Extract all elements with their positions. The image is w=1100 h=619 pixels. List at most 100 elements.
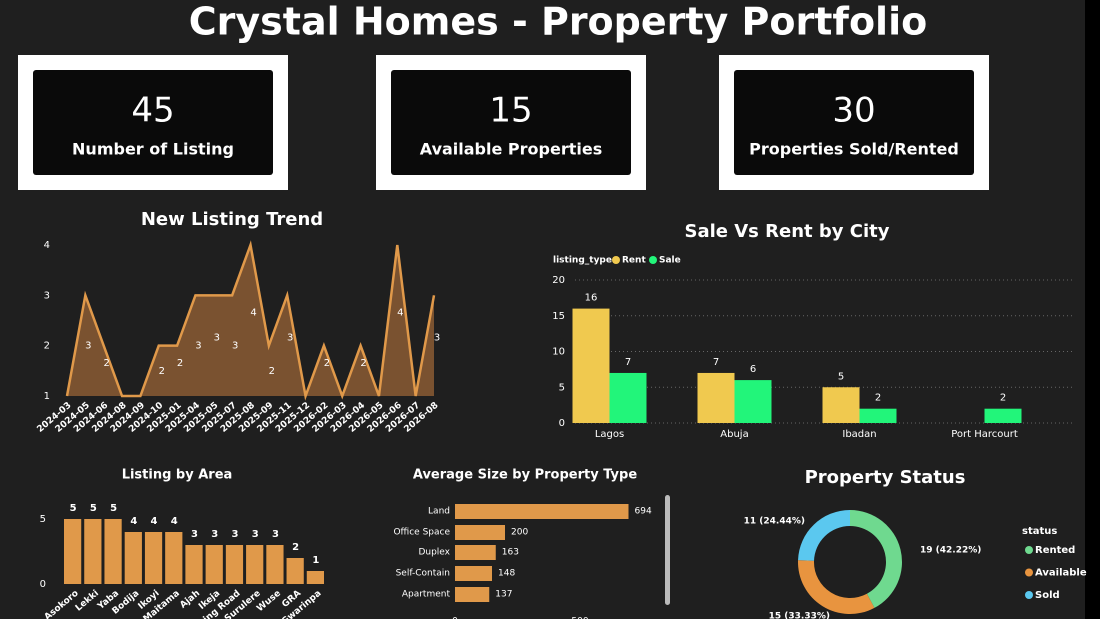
line bbox=[65, 240, 436, 401]
data-label: 4 bbox=[130, 516, 137, 527]
bar bbox=[822, 387, 860, 423]
kpi-value: 15 bbox=[489, 91, 532, 131]
bar bbox=[306, 571, 324, 584]
bar bbox=[984, 408, 1022, 423]
y-tick-label: 0 bbox=[559, 418, 565, 429]
data-label: 3 bbox=[232, 341, 238, 352]
kpi-value: 45 bbox=[131, 91, 174, 131]
donut-slice bbox=[850, 510, 902, 608]
bar bbox=[205, 545, 223, 584]
legend-label: Rented bbox=[1035, 545, 1075, 556]
data-label: 2 bbox=[159, 366, 165, 377]
chart-title: New Listing Trend bbox=[141, 209, 323, 230]
data-label: 5 bbox=[70, 503, 77, 514]
data-label: 3 bbox=[231, 529, 238, 540]
bar bbox=[104, 519, 122, 584]
x-tick-label: Ibadan bbox=[842, 429, 876, 440]
data-label: 3 bbox=[195, 341, 201, 352]
data-label: 137 bbox=[495, 590, 512, 600]
data-label: 3 bbox=[214, 333, 220, 344]
data-label: 2 bbox=[292, 542, 299, 553]
legend-title: status bbox=[1022, 526, 1057, 537]
bar bbox=[165, 532, 183, 584]
y-tick-label: 5 bbox=[559, 382, 565, 393]
data-label: 3 bbox=[211, 529, 218, 540]
x-tick-label: Port Harcourt bbox=[951, 429, 1018, 440]
bar bbox=[455, 525, 505, 540]
bar bbox=[64, 519, 82, 584]
bar bbox=[572, 308, 610, 423]
legend-title: listing_type bbox=[553, 256, 612, 266]
x-tick-label: 500 bbox=[571, 617, 588, 619]
bar bbox=[246, 545, 264, 584]
donut-slice bbox=[797, 560, 875, 614]
legend-marker bbox=[649, 256, 657, 264]
y-tick-label: Duplex bbox=[418, 548, 450, 558]
y-tick-label: Self-Contain bbox=[396, 569, 450, 579]
data-label: 7 bbox=[713, 357, 719, 368]
data-label: 2 bbox=[104, 358, 110, 369]
data-label: 15 (33.33%) bbox=[769, 612, 830, 619]
legend-marker bbox=[1025, 546, 1033, 554]
data-label: 2 bbox=[324, 358, 330, 369]
chart-title: Sale Vs Rent by City bbox=[684, 221, 889, 242]
bar bbox=[225, 545, 244, 584]
bar bbox=[455, 545, 496, 560]
data-label: 7 bbox=[625, 357, 631, 368]
legend-label: Sold bbox=[1035, 590, 1060, 601]
bar bbox=[609, 372, 647, 423]
bar bbox=[697, 372, 735, 423]
data-label: 6 bbox=[750, 364, 756, 375]
bar bbox=[266, 545, 284, 584]
bar bbox=[124, 532, 142, 584]
kpi-value: 30 bbox=[832, 91, 875, 131]
bar bbox=[734, 380, 772, 423]
bar bbox=[455, 504, 629, 519]
data-label: 5 bbox=[110, 503, 117, 514]
data-label: 2 bbox=[269, 366, 275, 377]
legend-marker bbox=[1025, 591, 1033, 599]
y-tick-label: 4 bbox=[44, 240, 50, 251]
legend-label: Available bbox=[1035, 568, 1087, 579]
y-tick-label: 20 bbox=[552, 275, 565, 286]
data-label: 1 bbox=[312, 555, 319, 566]
y-tick-label: 3 bbox=[44, 290, 50, 301]
data-label: 200 bbox=[511, 528, 528, 538]
y-tick-label: 5 bbox=[40, 514, 46, 525]
page-title: Crystal Homes - Property Portfolio bbox=[189, 0, 927, 44]
data-label: 3 bbox=[434, 333, 440, 344]
y-tick-label: Land bbox=[428, 507, 450, 517]
data-label: 2 bbox=[875, 393, 881, 404]
bar bbox=[144, 532, 163, 584]
data-label: 5 bbox=[838, 371, 844, 382]
donut-slice bbox=[798, 510, 850, 561]
data-label: 3 bbox=[252, 529, 259, 540]
kpi-label: Available Properties bbox=[420, 140, 602, 159]
data-label: 3 bbox=[191, 529, 198, 540]
scrollbar[interactable] bbox=[665, 495, 670, 605]
data-label: 4 bbox=[397, 308, 403, 319]
data-label: 3 bbox=[85, 341, 91, 352]
y-tick-label: 2 bbox=[44, 341, 50, 352]
chart-title: Property Status bbox=[805, 467, 966, 488]
kpi-card bbox=[391, 70, 631, 175]
data-label: 4 bbox=[250, 308, 256, 319]
data-label: 19 (42.22%) bbox=[920, 546, 981, 556]
x-tick-label: Lagos bbox=[595, 429, 624, 440]
data-label: 11 (24.44%) bbox=[744, 517, 805, 527]
data-label: 4 bbox=[151, 516, 158, 527]
kpi-card bbox=[33, 70, 273, 175]
bar bbox=[859, 408, 897, 423]
legend-marker bbox=[1025, 568, 1033, 577]
data-label: 163 bbox=[502, 548, 519, 558]
bar bbox=[455, 587, 490, 602]
data-label: 148 bbox=[498, 569, 515, 579]
legend-label: Rent bbox=[622, 256, 646, 266]
y-tick-label: 15 bbox=[552, 311, 565, 322]
x-tick-label: Abuja bbox=[720, 429, 748, 440]
data-label: 16 bbox=[585, 293, 598, 304]
data-label: 5 bbox=[90, 503, 97, 514]
data-label: 2 bbox=[1000, 393, 1006, 404]
y-tick-label: 10 bbox=[552, 347, 565, 358]
